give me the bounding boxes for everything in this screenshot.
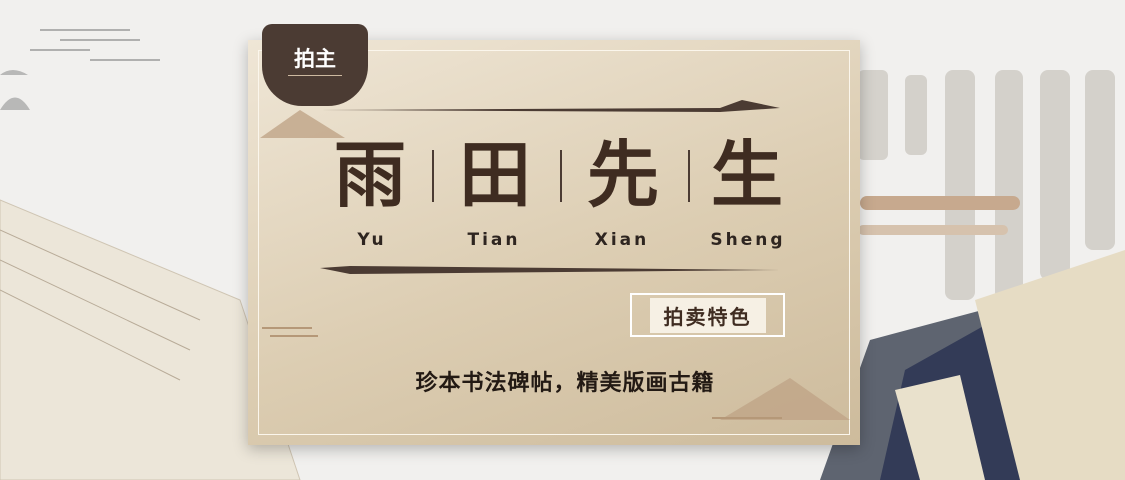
separator: [432, 150, 434, 202]
mountain-ink: [0, 70, 30, 110]
mountain-motif: [260, 110, 850, 420]
title-char: 先: [586, 133, 659, 217]
cloud-bars: [858, 196, 1020, 235]
pinyin: Xian: [594, 230, 650, 250]
right-books: [820, 250, 1125, 480]
pinyin: Tian: [467, 230, 521, 250]
cloud-pattern: [30, 29, 160, 61]
calligraphy-ink: [858, 70, 1115, 300]
badge: 拍主: [262, 24, 368, 106]
separator: [560, 150, 562, 202]
title-char: 生: [710, 133, 783, 217]
tag-text: 拍卖特色: [649, 297, 766, 333]
slogan: 珍本书法碑帖，精美版画古籍: [415, 371, 715, 396]
badge-text: 拍主: [288, 43, 342, 76]
left-book: [0, 199, 301, 480]
card-border: [258, 50, 850, 435]
separator: [688, 150, 690, 202]
pinyin: Yu: [357, 230, 387, 250]
title-char: 田: [458, 133, 531, 217]
title-rules: [320, 100, 780, 274]
cloud-motif: [262, 327, 782, 419]
title-char: 雨: [333, 133, 406, 217]
tag-box: 拍卖特色: [630, 293, 785, 337]
pinyin: Sheng: [710, 230, 786, 250]
